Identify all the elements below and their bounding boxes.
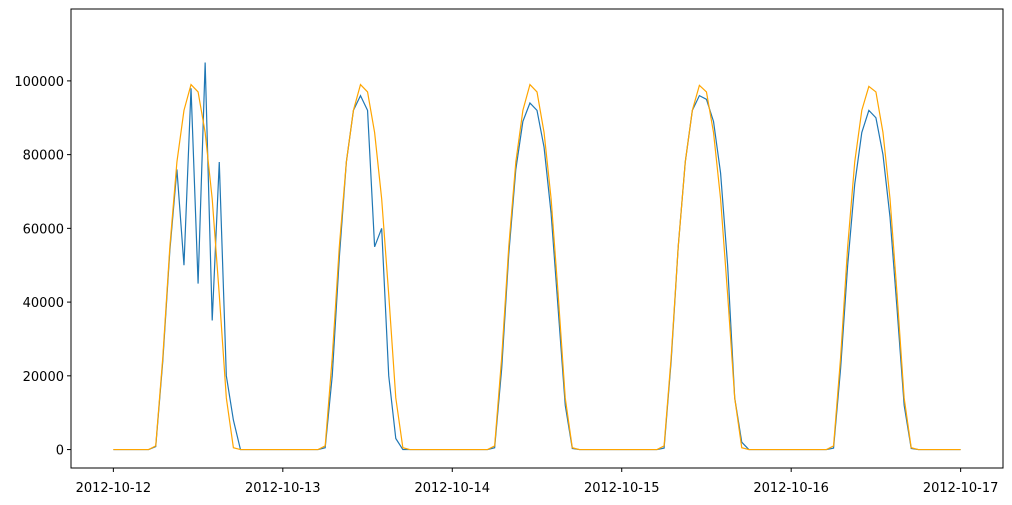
y-tick-label: 20000 xyxy=(23,370,64,385)
x-tick-label: 2012-10-13 xyxy=(245,481,321,496)
y-tick-label: 0 xyxy=(56,444,64,459)
x-tick-label: 2012-10-17 xyxy=(923,481,999,496)
series-line xyxy=(113,62,961,451)
y-tick-label: 40000 xyxy=(23,296,64,311)
y-tick-label: 80000 xyxy=(23,149,64,164)
y-tick-label: 100000 xyxy=(14,75,64,90)
x-tick-label: 2012-10-12 xyxy=(76,481,152,496)
x-tick-label: 2012-10-16 xyxy=(753,481,829,496)
x-tick-label: 2012-10-14 xyxy=(414,481,490,496)
x-tick-label: 2012-10-15 xyxy=(584,481,660,496)
plot-frame xyxy=(70,8,1004,469)
series-line xyxy=(113,83,961,451)
y-tick-label: 60000 xyxy=(23,222,64,237)
